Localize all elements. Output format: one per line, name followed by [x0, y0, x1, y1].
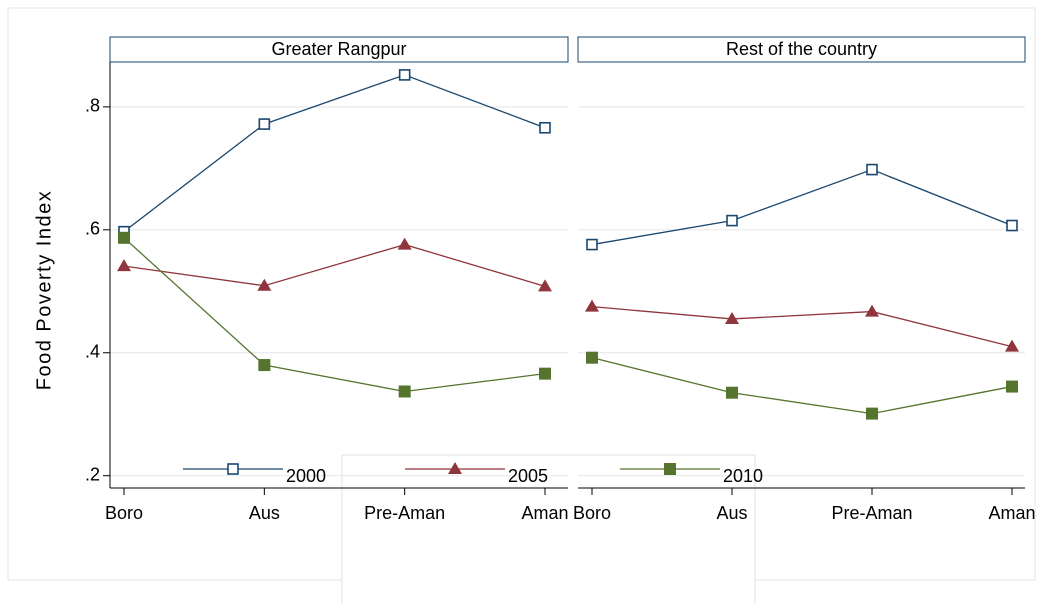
series-line [123, 243, 546, 287]
marker [1006, 380, 1018, 393]
legend-label: 2005 [508, 466, 548, 486]
marker [258, 359, 271, 372]
x-tick-label: Boro [105, 503, 143, 523]
marker [448, 462, 462, 474]
marker [1006, 219, 1018, 232]
marker [538, 279, 552, 292]
marker [539, 121, 551, 134]
series-line [123, 237, 546, 393]
marker [257, 278, 272, 291]
marker [866, 407, 878, 420]
marker [539, 367, 551, 380]
series-line [123, 74, 546, 233]
legend-label: 2000 [286, 466, 326, 486]
marker [227, 463, 239, 475]
marker [398, 385, 411, 398]
panel-title: Greater Rangpur [271, 39, 406, 59]
marker [725, 311, 739, 324]
marker [398, 69, 411, 81]
marker [1005, 339, 1019, 352]
marker [726, 214, 738, 227]
x-tick-label: Pre-Aman [364, 503, 445, 523]
marker [586, 238, 598, 251]
marker [865, 304, 879, 317]
y-tick-label: .8 [85, 96, 100, 116]
x-tick-label: Aman [521, 503, 568, 523]
marker [118, 231, 130, 244]
x-tick-label: Aus [716, 503, 747, 523]
panel-header [109, 36, 569, 63]
y-axis-label: Food Poverty Index [33, 190, 55, 390]
x-tick-label: Aus [249, 503, 280, 523]
marker [866, 163, 878, 176]
marker [397, 237, 412, 250]
marker [664, 463, 676, 475]
x-tick-label: Aman [988, 503, 1035, 523]
x-tick-label: Pre-Aman [831, 503, 912, 523]
series-line [591, 357, 1013, 415]
series-line [591, 306, 1013, 348]
panel-title: Rest of the country [726, 39, 877, 59]
marker [586, 351, 598, 364]
marker [258, 118, 271, 130]
y-tick-label: .2 [85, 464, 100, 484]
marker [585, 299, 599, 312]
x-tick-label: Boro [573, 503, 611, 523]
marker [726, 386, 738, 399]
overlay-box [341, 454, 756, 606]
y-tick-label: .6 [85, 219, 100, 239]
marker [117, 259, 131, 272]
y-tick-label: .4 [85, 342, 100, 362]
panel-header [577, 36, 1026, 63]
series-line [591, 168, 1013, 246]
legend-label: 2010 [723, 466, 763, 486]
